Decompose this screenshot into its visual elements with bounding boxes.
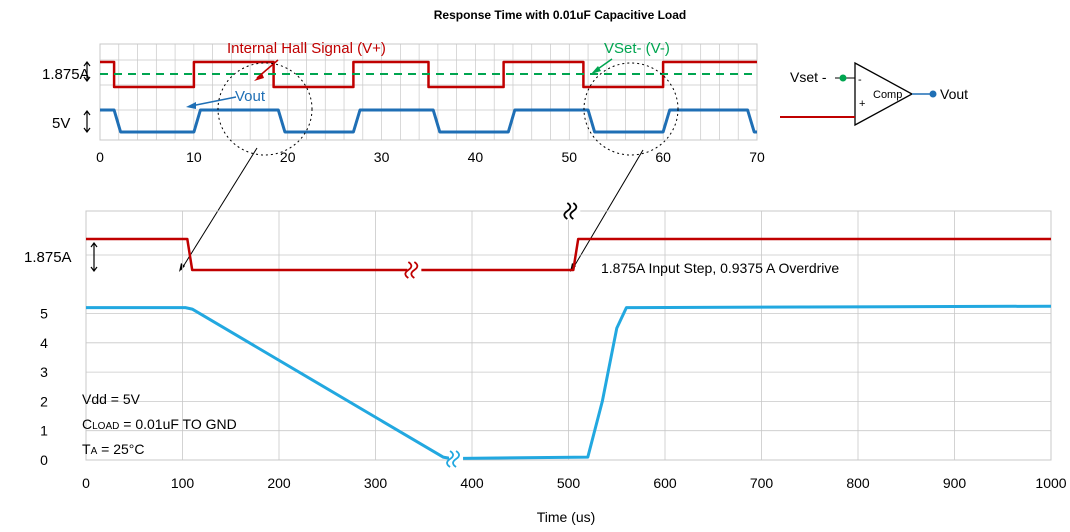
bottom-x-tick-label: 300 <box>364 475 388 491</box>
bottom-x-tick-label: 600 <box>653 475 677 491</box>
vset-label: VSet- (V-) <box>604 40 670 57</box>
top-x-tick-label: 0 <box>96 149 104 165</box>
vout-time-break <box>446 450 464 468</box>
vout-top-label: Vout <box>235 88 266 105</box>
zoom-connector-right <box>571 149 644 271</box>
hall-time-break <box>404 261 422 279</box>
bottom-x-tick-label: 700 <box>750 475 774 491</box>
input-step-label: 1.875A Input Step, 0.9375 A Overdrive <box>601 260 839 276</box>
bottom-y-tick-label: 0 <box>40 452 48 468</box>
bottom-x-tick-label: 1000 <box>1035 475 1066 491</box>
vdd-note: Vdd = 5V <box>82 391 141 407</box>
top-x-tick-label: 10 <box>186 149 202 165</box>
zoom-connector-left <box>180 147 258 271</box>
comparator-vout-label: Vout <box>940 86 968 102</box>
cload-note: CLOAD = 0.01uF TO GND <box>82 416 237 432</box>
vset-arrow-head <box>591 66 601 74</box>
zoom-connector-left-head <box>179 263 185 272</box>
top-x-tick-label: 50 <box>561 149 577 165</box>
comparator-plus-sign: + <box>859 98 865 110</box>
bottom-y-label-current: 1.875A <box>24 249 72 266</box>
comparator-comp-label: Comp <box>873 89 902 101</box>
bottom-y-tick-label: 4 <box>40 335 48 351</box>
bottom-y-tick-label: 2 <box>40 393 48 409</box>
top-series-vout <box>100 108 757 134</box>
bottom-x-tick-label: 800 <box>846 475 870 491</box>
vout-arrow-head <box>186 102 196 109</box>
vset-node-dot <box>839 74 847 82</box>
top-y-label-current: 1.875A <box>42 66 90 83</box>
top-amplitude-markers <box>83 61 91 133</box>
bottom-amplitude-marker <box>90 242 98 272</box>
top-x-tick-label: 40 <box>468 149 484 165</box>
bottom-x-tick-label: 100 <box>171 475 195 491</box>
bottom-chart-labels: 0 100 200 300 400 500 600 700 800 900 1000 0 1 2 3 4 5 1.… <box>24 249 1067 491</box>
bottom-y-tick-label: 1 <box>40 423 48 439</box>
chart-title: Response Time with 0.01uF Capacitive Loa… <box>434 8 687 22</box>
bottom-series-hall-signal <box>86 237 1051 272</box>
hall-signal-label: Internal Hall Signal (V+) <box>227 40 386 57</box>
ta-note: TA = 25°C <box>82 441 144 457</box>
time-break-marks <box>404 202 581 468</box>
bottom-x-tick-label: 200 <box>267 475 291 491</box>
zoom-circle-rising-edge <box>583 62 679 156</box>
top-x-tick-label: 60 <box>655 149 671 165</box>
comparator-triangle <box>854 61 914 127</box>
top-x-tick-label: 70 <box>749 149 765 165</box>
top-series-hall-signal <box>100 60 757 89</box>
vout-node-dot <box>929 90 937 98</box>
top-chart-labels: 0 10 20 30 40 50 60 70 1.875A 5V <box>42 66 765 165</box>
vout-arrow-line <box>190 96 237 107</box>
hall-arrow-head <box>254 73 264 81</box>
top-x-tick-label: 30 <box>374 149 390 165</box>
bottom-x-tick-label: 500 <box>557 475 581 491</box>
bottom-series-vout <box>86 304 1052 460</box>
comparator-minus-sign: - <box>858 74 862 86</box>
comparator-vset-label: Vset - <box>790 69 827 85</box>
bottom-x-tick-label: 900 <box>943 475 967 491</box>
top-edge-time-break <box>563 202 581 220</box>
bottom-x-tick-label: 0 <box>82 475 90 491</box>
comparator-symbol: Vset - Vout Comp - + <box>780 61 968 127</box>
top-y-label-voltage: 5V <box>52 115 70 132</box>
bottom-chart-series <box>86 237 1052 460</box>
top-chart-series <box>100 60 757 134</box>
top-x-tick-label: 20 <box>280 149 296 165</box>
top-chart-grid <box>99 43 758 141</box>
bottom-x-tick-label: 400 <box>460 475 484 491</box>
top-plot-area <box>99 43 758 141</box>
x-axis-label: Time (us) <box>537 509 596 525</box>
bottom-y-tick-label: 5 <box>40 306 48 322</box>
bottom-y-tick-label: 3 <box>40 364 48 380</box>
zoom-circle-falling-edge <box>217 62 313 156</box>
